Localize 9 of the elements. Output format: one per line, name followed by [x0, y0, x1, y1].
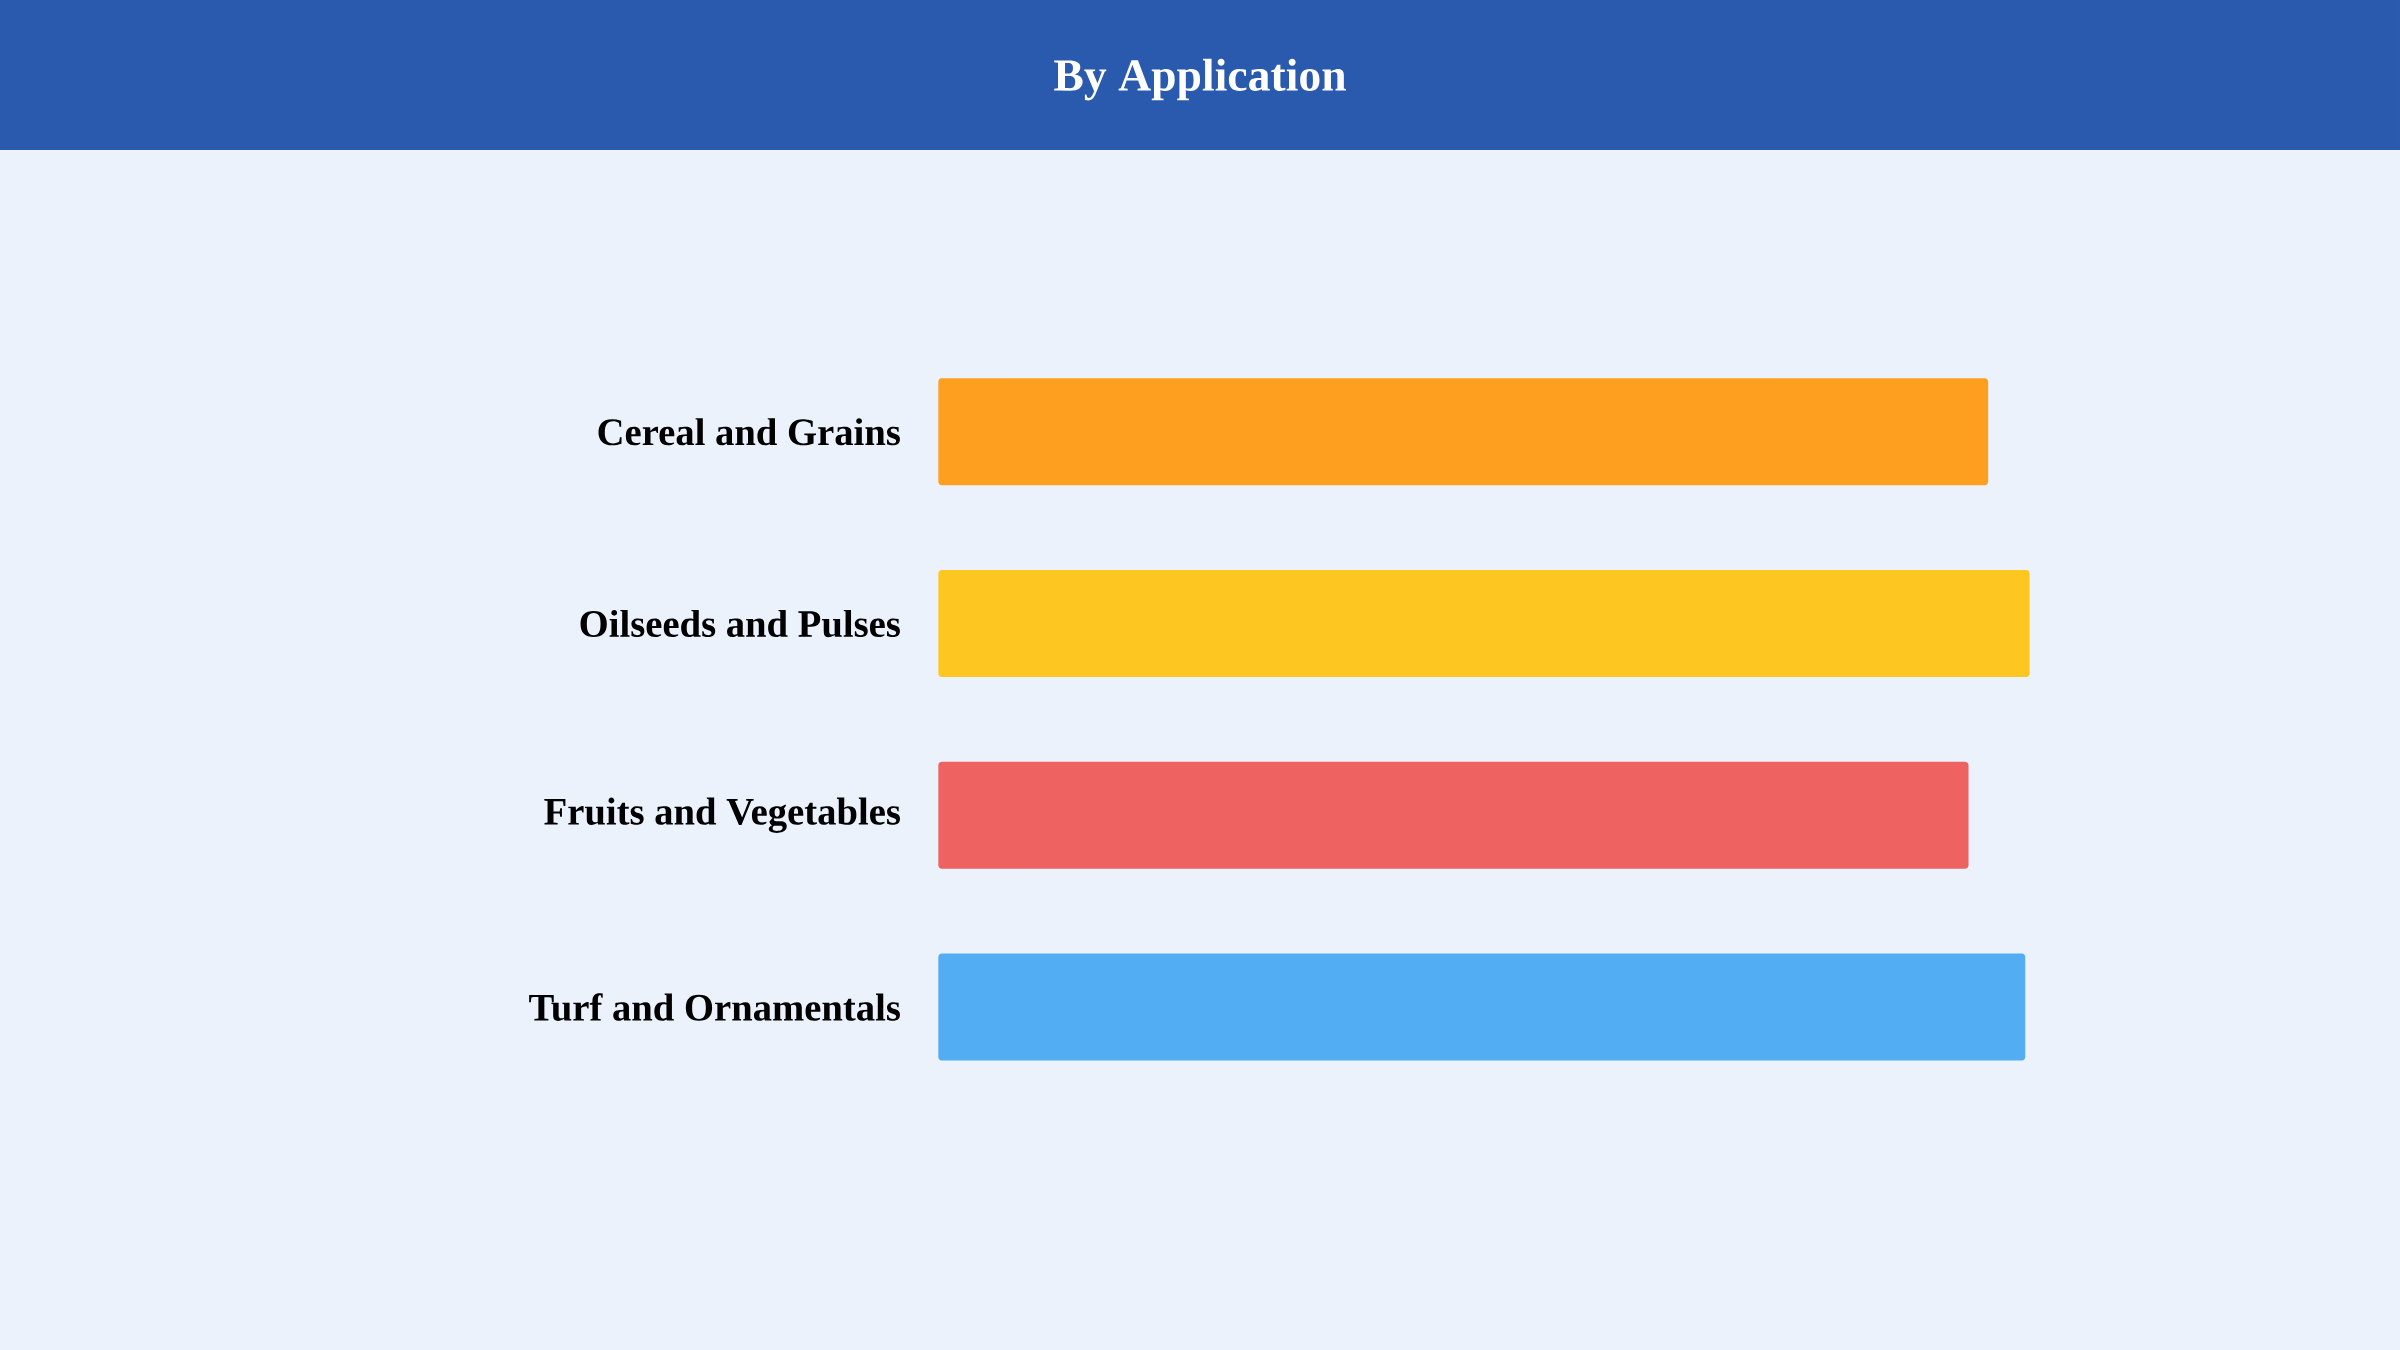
y-tick-label: Cereal and Grains	[598, 418, 900, 446]
bar	[938, 953, 2026, 1061]
chart-title: By Application	[1054, 58, 1346, 101]
bar	[938, 378, 1989, 486]
y-tick-label: Oilseeds and Pulses	[580, 609, 900, 638]
bar	[938, 569, 2030, 678]
bar	[938, 761, 1969, 869]
y-tick-label: Turf and Ornamentals	[529, 993, 900, 1021]
y-tick-label: Fruits and Vegetables	[544, 797, 900, 833]
